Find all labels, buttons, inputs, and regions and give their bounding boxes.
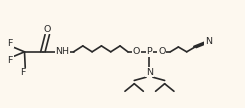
Text: N: N xyxy=(205,37,212,46)
Text: F: F xyxy=(8,39,13,48)
Text: N: N xyxy=(146,68,153,77)
Text: F: F xyxy=(8,56,13,65)
Text: F: F xyxy=(21,68,26,77)
Text: O: O xyxy=(44,25,51,34)
Text: NH: NH xyxy=(55,47,70,56)
Text: P: P xyxy=(147,47,152,56)
Text: O: O xyxy=(133,47,140,56)
Text: O: O xyxy=(158,47,165,56)
